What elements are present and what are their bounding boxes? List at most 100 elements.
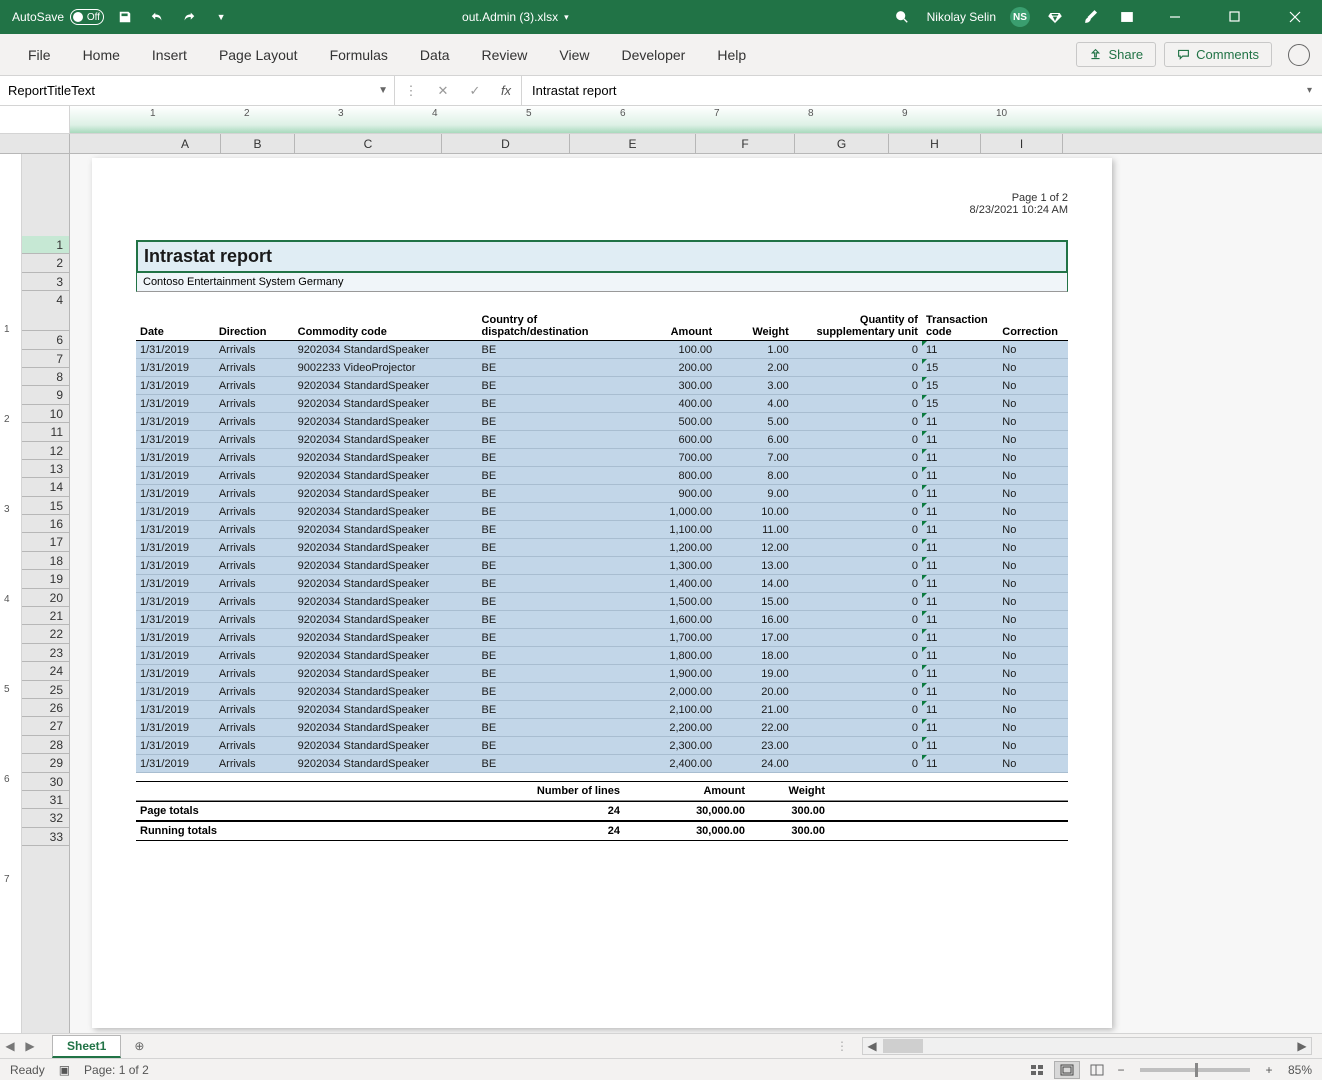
ribbon-tab-view[interactable]: View: [543, 34, 605, 76]
table-row[interactable]: 1/31/2019Arrivals9202034 StandardSpeaker…: [136, 575, 1068, 593]
table-row[interactable]: 1/31/2019Arrivals9202034 StandardSpeaker…: [136, 557, 1068, 575]
vertical-ruler[interactable]: 1 2 3 4 5 6 7: [0, 154, 22, 1033]
column-header[interactable]: B: [221, 134, 295, 153]
table-row[interactable]: 1/31/2019Arrivals9202034 StandardSpeaker…: [136, 521, 1068, 539]
row-header[interactable]: 11: [22, 423, 69, 441]
row-header[interactable]: 28: [22, 736, 69, 754]
ribbon-tab-file[interactable]: File: [12, 34, 67, 76]
ribbon-tab-help[interactable]: Help: [701, 34, 762, 76]
save-icon[interactable]: [114, 6, 136, 28]
table-row[interactable]: 1/31/2019Arrivals9202034 StandardSpeaker…: [136, 449, 1068, 467]
table-row[interactable]: 1/31/2019Arrivals9202034 StandardSpeaker…: [136, 377, 1068, 395]
cancel-formula-icon[interactable]: ✕: [427, 76, 459, 105]
row-header[interactable]: 4: [22, 291, 69, 331]
worksheet-area[interactable]: Page 1 of 2 8/23/2021 10:24 AM Intrastat…: [70, 154, 1322, 1033]
row-header[interactable]: 25: [22, 681, 69, 699]
undo-icon[interactable]: [146, 6, 168, 28]
ribbon-tab-formulas[interactable]: Formulas: [314, 34, 404, 76]
row-header[interactable]: 3: [22, 273, 69, 291]
brush-icon[interactable]: [1080, 6, 1102, 28]
split-handle[interactable]: ⋮: [836, 1039, 848, 1053]
row-header[interactable]: 29: [22, 754, 69, 772]
row-header[interactable]: 10: [22, 405, 69, 423]
table-row[interactable]: 1/31/2019Arrivals9202034 StandardSpeaker…: [136, 395, 1068, 413]
search-icon[interactable]: [891, 6, 913, 28]
column-header[interactable]: I: [981, 134, 1063, 153]
row-header[interactable]: 27: [22, 717, 69, 735]
row-header[interactable]: 14: [22, 478, 69, 496]
row-header[interactable]: 33: [22, 828, 69, 846]
normal-view-button[interactable]: [1024, 1061, 1050, 1079]
column-header[interactable]: G: [795, 134, 889, 153]
sheet-tab[interactable]: Sheet1: [52, 1035, 121, 1058]
table-row[interactable]: 1/31/2019Arrivals9202034 StandardSpeaker…: [136, 719, 1068, 737]
minimize-button[interactable]: [1152, 0, 1198, 34]
page-layout-view-button[interactable]: [1054, 1061, 1080, 1079]
table-row[interactable]: 1/31/2019Arrivals9202034 StandardSpeaker…: [136, 539, 1068, 557]
column-headers[interactable]: ABCDEFGHI: [0, 134, 1322, 154]
scroll-right-icon[interactable]: ▶: [1293, 1039, 1311, 1053]
scroll-thumb[interactable]: [883, 1039, 923, 1053]
table-row[interactable]: 1/31/2019Arrivals9202034 StandardSpeaker…: [136, 431, 1068, 449]
ribbon-tab-page-layout[interactable]: Page Layout: [203, 34, 314, 76]
row-header[interactable]: 7: [22, 350, 69, 368]
row-header[interactable]: 12: [22, 442, 69, 460]
row-header[interactable]: 19: [22, 570, 69, 588]
row-header[interactable]: 17: [22, 533, 69, 551]
column-header[interactable]: D: [442, 134, 570, 153]
share-button[interactable]: Share: [1076, 42, 1156, 67]
table-row[interactable]: 1/31/2019Arrivals9202034 StandardSpeaker…: [136, 701, 1068, 719]
diamond-icon[interactable]: [1044, 6, 1066, 28]
table-row[interactable]: 1/31/2019Arrivals9202034 StandardSpeaker…: [136, 593, 1068, 611]
row-header[interactable]: 2: [22, 254, 69, 272]
row-header[interactable]: 9: [22, 386, 69, 404]
qat-dropdown-icon[interactable]: ▼: [210, 6, 232, 28]
row-header[interactable]: 20: [22, 589, 69, 607]
zoom-out-button[interactable]: −: [1114, 1063, 1128, 1077]
row-header[interactable]: 26: [22, 699, 69, 717]
zoom-level[interactable]: 85%: [1288, 1063, 1312, 1077]
table-row[interactable]: 1/31/2019Arrivals9002233 VideoProjectorB…: [136, 359, 1068, 377]
report-title-cell[interactable]: Intrastat report: [136, 240, 1068, 273]
ribbon-tab-data[interactable]: Data: [404, 34, 466, 76]
table-row[interactable]: 1/31/2019Arrivals9202034 StandardSpeaker…: [136, 503, 1068, 521]
ribbon-tab-developer[interactable]: Developer: [606, 34, 702, 76]
ribbon-mode-icon[interactable]: [1116, 6, 1138, 28]
column-header[interactable]: C: [295, 134, 442, 153]
column-header[interactable]: E: [570, 134, 696, 153]
row-header[interactable]: 31: [22, 791, 69, 809]
table-row[interactable]: 1/31/2019Arrivals9202034 StandardSpeaker…: [136, 665, 1068, 683]
row-header[interactable]: 1: [22, 236, 69, 254]
accept-formula-icon[interactable]: ✓: [459, 76, 491, 105]
close-button[interactable]: [1272, 0, 1318, 34]
row-header[interactable]: 30: [22, 773, 69, 791]
table-row[interactable]: 1/31/2019Arrivals9202034 StandardSpeaker…: [136, 611, 1068, 629]
expand-formula-icon[interactable]: ⋮: [395, 76, 427, 105]
table-row[interactable]: 1/31/2019Arrivals9202034 StandardSpeaker…: [136, 755, 1068, 773]
column-header[interactable]: F: [696, 134, 795, 153]
table-row[interactable]: 1/31/2019Arrivals9202034 StandardSpeaker…: [136, 629, 1068, 647]
user-name[interactable]: Nikolay Selin: [927, 10, 996, 24]
row-header[interactable]: 6: [22, 331, 69, 349]
maximize-button[interactable]: [1212, 0, 1258, 34]
horizontal-ruler[interactable]: 12345678910: [0, 106, 1322, 134]
zoom-in-button[interactable]: +: [1262, 1063, 1276, 1077]
table-row[interactable]: 1/31/2019Arrivals9202034 StandardSpeaker…: [136, 485, 1068, 503]
fx-icon[interactable]: fx: [491, 83, 521, 98]
row-headers[interactable]: 1234678910111213141516171819202122232425…: [22, 154, 70, 1033]
ribbon-tab-home[interactable]: Home: [67, 34, 136, 76]
scroll-left-icon[interactable]: ◀: [863, 1039, 881, 1053]
row-header[interactable]: 8: [22, 368, 69, 386]
zoom-slider[interactable]: [1140, 1068, 1250, 1072]
row-header[interactable]: 15: [22, 497, 69, 515]
formula-input[interactable]: Intrastat report ▾: [522, 76, 1322, 105]
page-break-view-button[interactable]: [1084, 1061, 1110, 1079]
namebox-dropdown-icon[interactable]: ▼: [378, 85, 388, 96]
autosave-toggle[interactable]: AutoSave Off: [12, 9, 104, 25]
row-header[interactable]: 21: [22, 607, 69, 625]
accessibility-icon[interactable]: ▣: [59, 1063, 70, 1077]
row-header[interactable]: 32: [22, 809, 69, 827]
comments-button[interactable]: Comments: [1164, 42, 1272, 67]
row-header[interactable]: 24: [22, 662, 69, 680]
horizontal-scrollbar[interactable]: ◀ ▶: [862, 1037, 1312, 1055]
